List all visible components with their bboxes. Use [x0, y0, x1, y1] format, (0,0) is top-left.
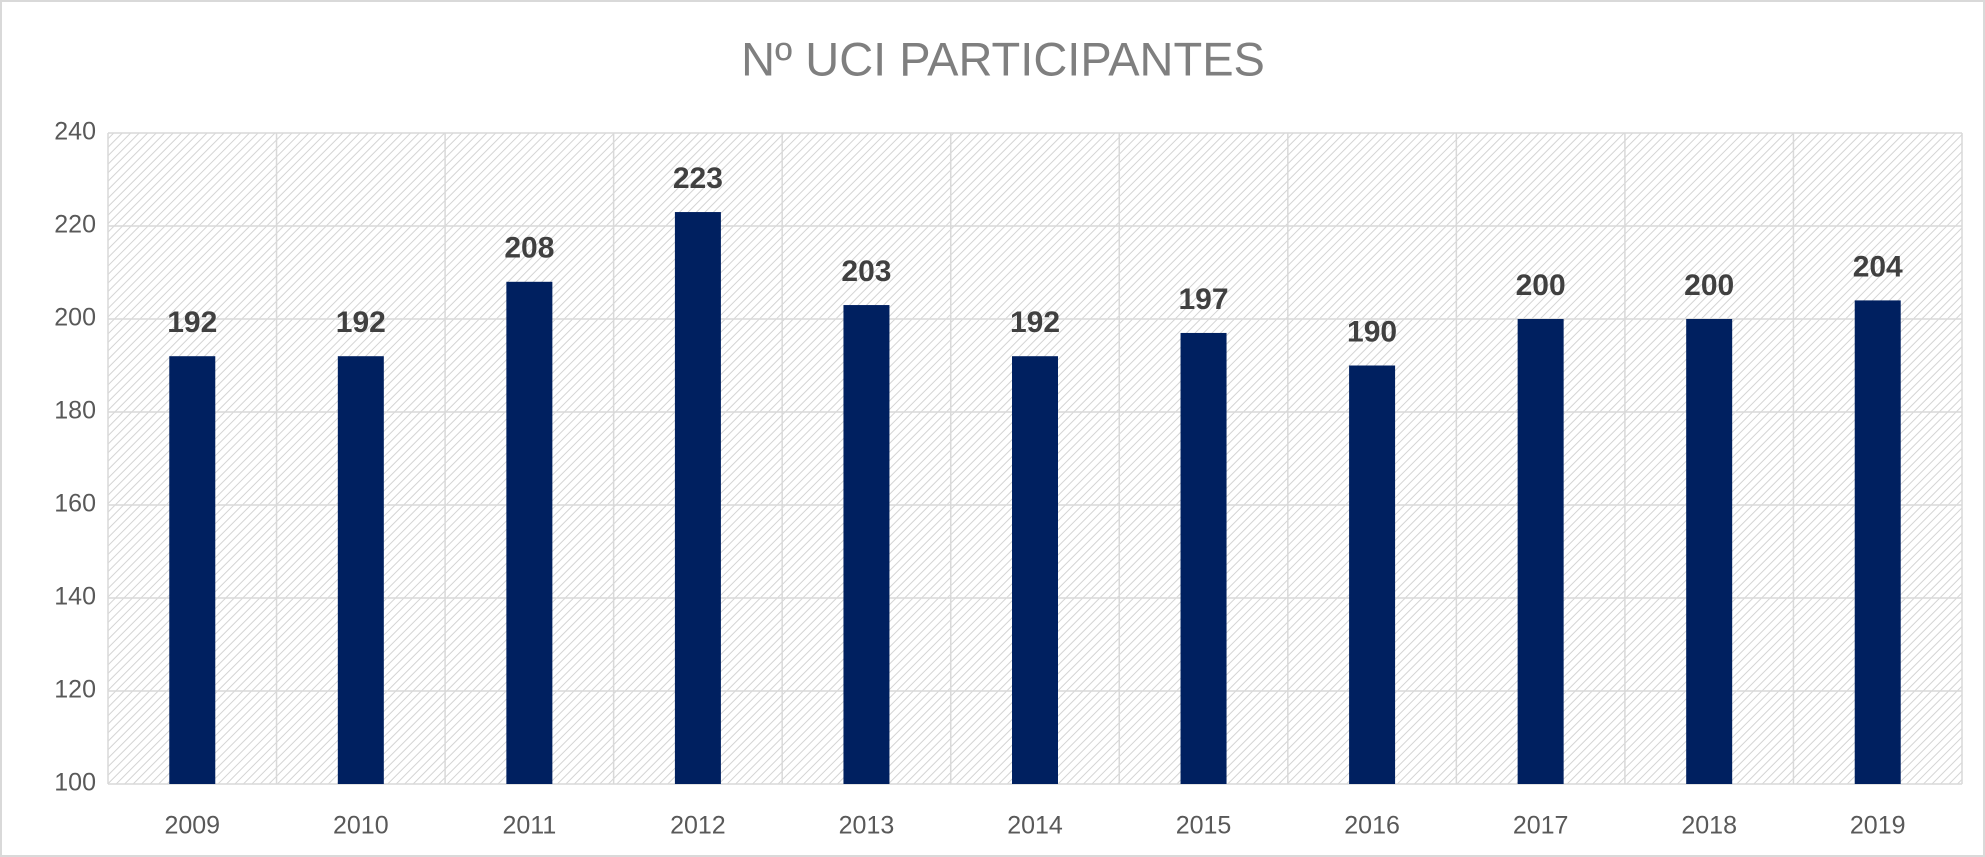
data-label: 200 [1684, 269, 1734, 302]
y-tick-label: 100 [54, 769, 96, 797]
bar [1012, 356, 1058, 784]
x-tick-label: 2016 [1344, 812, 1400, 840]
y-tick-label: 220 [54, 211, 96, 239]
y-tick-label: 240 [54, 118, 96, 146]
bar [169, 356, 216, 784]
bar [1517, 319, 1564, 784]
x-tick-label: 2010 [333, 812, 389, 840]
data-label: 203 [841, 255, 891, 288]
data-label: 208 [504, 232, 554, 265]
x-tick-label: 2015 [1176, 812, 1232, 840]
chart-title: Nº UCI PARTICIPANTES [741, 32, 1265, 85]
x-tick-label: 2014 [1007, 812, 1063, 840]
x-tick-label: 2013 [839, 812, 895, 840]
data-label: 192 [1010, 306, 1060, 339]
y-tick-label: 140 [54, 583, 96, 611]
y-tick-label: 120 [54, 676, 96, 704]
bar [674, 212, 721, 785]
bar [1180, 332, 1227, 784]
x-tick-label: 2018 [1681, 812, 1737, 840]
bar [843, 305, 890, 784]
y-tick-label: 180 [54, 397, 96, 425]
x-tick-label: 2009 [164, 812, 220, 840]
data-label: 204 [1853, 250, 1903, 283]
data-label: 200 [1516, 269, 1566, 302]
bar [1854, 300, 1901, 784]
x-tick-label: 2012 [670, 812, 726, 840]
y-tick-label: 160 [54, 490, 96, 518]
data-label: 192 [336, 306, 386, 339]
data-label: 190 [1347, 315, 1397, 348]
bar [1349, 365, 1396, 784]
y-tick-label: 200 [54, 304, 96, 332]
x-tick-label: 2017 [1513, 812, 1569, 840]
x-tick-label: 2019 [1850, 812, 1906, 840]
data-label: 192 [167, 306, 217, 339]
data-label: 223 [673, 162, 723, 195]
x-tick-label: 2011 [502, 812, 556, 840]
bar [337, 356, 384, 784]
data-label: 197 [1179, 283, 1229, 316]
bar [506, 281, 553, 784]
bar [1686, 319, 1733, 784]
